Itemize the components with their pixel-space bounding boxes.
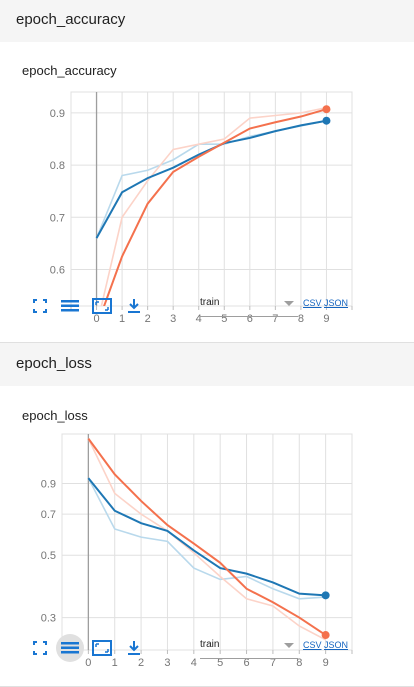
fit-domain-icon[interactable]	[26, 292, 54, 320]
x-tick-label: 8	[296, 657, 302, 668]
x-tick-label: 7	[272, 313, 278, 324]
y-tick-label: 0.7	[50, 212, 65, 224]
run-select[interactable]: train	[200, 294, 298, 317]
x-tick-label: 9	[323, 313, 329, 324]
series-raw-line	[87, 477, 326, 600]
chevron-down-icon	[284, 301, 294, 306]
csv-link[interactable]: CSV	[303, 298, 322, 308]
toggle-log-scale-icon[interactable]	[56, 292, 84, 320]
x-tick-label: 0	[93, 313, 99, 324]
series-raw-line	[87, 438, 327, 641]
x-tick-label: 4	[191, 657, 197, 668]
x-tick-label: 8	[298, 313, 304, 324]
toggle-log-scale-icon[interactable]	[56, 634, 84, 662]
x-tick-label: 7	[270, 657, 276, 668]
x-tick-label: 3	[164, 657, 170, 668]
x-tick-label: 6	[247, 313, 253, 324]
section-title: epoch_accuracy	[16, 11, 126, 28]
chevron-down-icon	[284, 643, 294, 648]
chart-toolbar: train CSV JSON	[0, 634, 414, 662]
plot-frame	[61, 433, 353, 651]
x-tick-label: 1	[112, 657, 118, 668]
series-smoothed-line	[103, 108, 327, 306]
y-tick-label: 0.9	[41, 478, 56, 490]
series-smoothed-line	[87, 477, 326, 597]
series-endpoint	[322, 105, 331, 114]
y-tick-label: 0.9	[50, 108, 65, 120]
plot-frame	[70, 91, 353, 307]
section-header-loss[interactable]: epoch_loss	[0, 344, 414, 387]
y-tick-label: 0.6	[50, 264, 65, 276]
json-link[interactable]: JSON	[324, 640, 349, 650]
expand-icon[interactable]	[88, 292, 116, 320]
accuracy-chart[interactable]: 0.6 0.7 0.8 0.9 0 1 2 3 4 5 6 7 8 9	[0, 84, 414, 324]
x-tick-label: 3	[170, 313, 176, 324]
download-icon[interactable]	[120, 634, 148, 662]
chart-toolbar: train CSV JSON	[0, 292, 414, 320]
run-select-value: train	[200, 639, 220, 650]
series-endpoint	[322, 116, 331, 125]
run-select[interactable]: train	[200, 636, 298, 659]
json-link[interactable]: JSON	[324, 298, 349, 308]
card-title: epoch_loss	[22, 408, 88, 423]
series-endpoint	[321, 631, 330, 640]
loss-chart[interactable]: 0.3 0.5 0.7 0.9 0 1 2 3 4 5 6 7 8 9	[0, 428, 414, 668]
x-tick-label: 5	[221, 313, 227, 324]
y-tick-label: 0.7	[41, 509, 56, 521]
x-tick-label: 9	[323, 657, 329, 668]
x-tick-label: 1	[119, 313, 125, 324]
x-tick-label: 2	[138, 657, 144, 668]
series-smoothed-line	[87, 438, 327, 636]
series-group	[87, 438, 327, 641]
section-title: epoch_loss	[16, 355, 92, 372]
series-raw-line	[95, 119, 327, 239]
x-tick-label: 4	[196, 313, 202, 324]
series-endpoint	[321, 591, 330, 600]
x-tick-label: 6	[243, 657, 249, 668]
fit-domain-icon[interactable]	[26, 634, 54, 662]
series-raw-line	[100, 106, 327, 306]
run-select-value: train	[200, 297, 220, 308]
series-group	[95, 106, 327, 306]
y-tick-label: 0.8	[50, 160, 65, 172]
y-tick-label: 0.3	[41, 613, 56, 625]
card-title: epoch_accuracy	[22, 63, 117, 78]
x-tick-label: 0	[85, 657, 91, 668]
csv-link[interactable]: CSV	[303, 640, 322, 650]
chart-card-loss: epoch_loss 0.3 0.5 0.7 0.9 0 1 2 3 4 5 6 7 8 9 train …	[0, 386, 414, 687]
x-tick-label: 5	[217, 657, 223, 668]
expand-icon[interactable]	[88, 634, 116, 662]
chart-card-accuracy: epoch_accuracy 0.6 0.7 0.8 0.9 0 1 2 3 4 5 6 7 8 9 tr…	[0, 42, 414, 343]
y-tick-label: 0.5	[41, 550, 56, 562]
series-smoothed-line	[95, 119, 327, 239]
x-tick-label: 2	[145, 313, 151, 324]
section-header-accuracy[interactable]: epoch_accuracy	[0, 0, 414, 43]
download-icon[interactable]	[120, 292, 148, 320]
